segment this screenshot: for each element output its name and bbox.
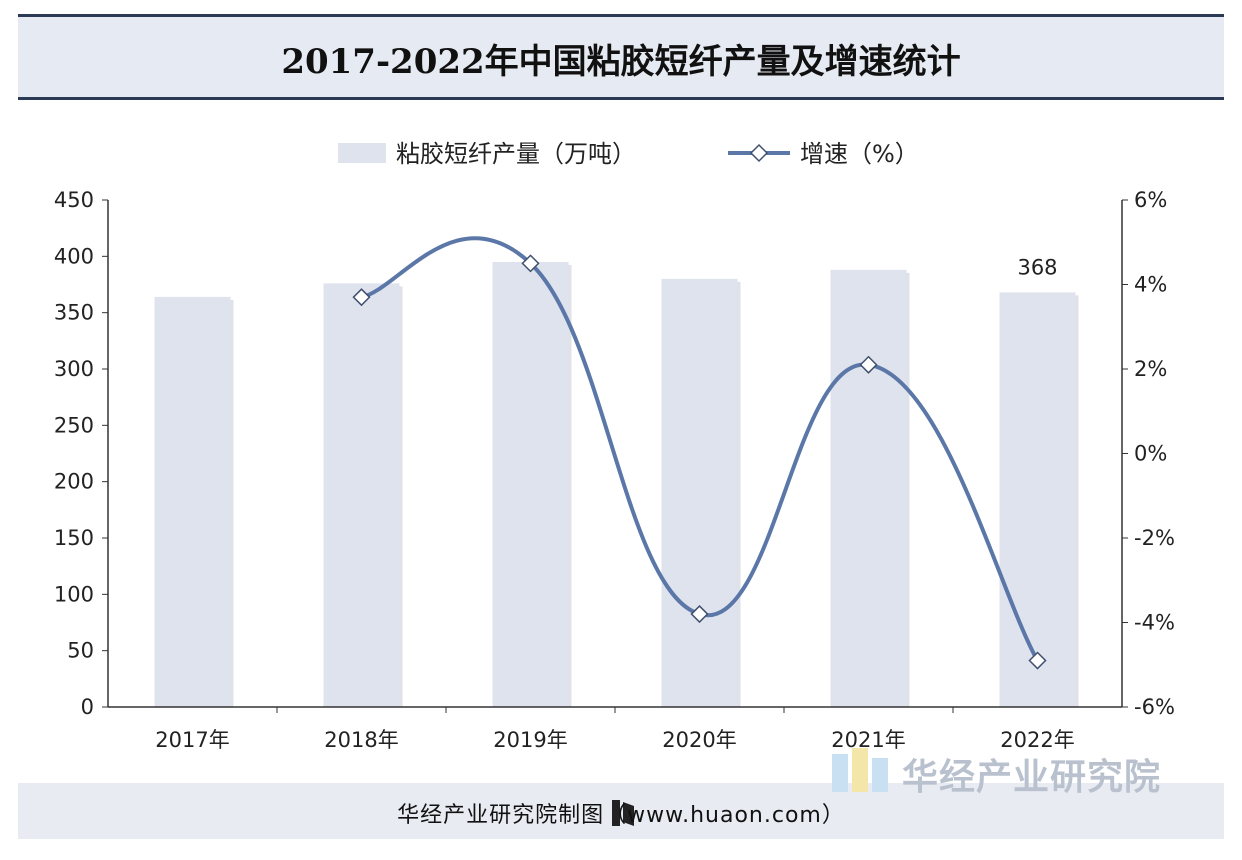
title-band [18,14,1224,100]
y-right-tick-label: -2% [1134,526,1175,550]
legend-label-growth: 增速（%） [800,140,919,168]
x-tick-label: 2018年 [324,728,398,752]
growth-point-marker [1028,651,1047,670]
y-left-tick-label: 100 [54,582,94,606]
growth-point-marker [352,288,371,307]
growth-point-marker [690,604,709,624]
footer-source: 华经产业研究院制图（www.huaon.com） [397,803,845,828]
y-right-tick-label: 2% [1134,357,1167,381]
x-tick-label: 2022年 [1000,728,1074,752]
y-left-tick-label: 450 [54,188,94,212]
legend-swatch-bar [338,143,386,163]
legend-marker-icon [749,143,769,163]
title-rule-bottom [18,97,1224,100]
data-label: 368 [1017,255,1057,279]
y-left-tick-label: 350 [54,301,94,325]
y-right-tick-label: -6% [1134,695,1175,719]
y-left-tick-label: 0 [81,695,94,719]
bar [999,292,1076,707]
bar [492,261,569,707]
y-left-tick-label: 400 [54,244,94,268]
brand-watermark-text: 华经产业研究院 [902,757,1162,798]
legend-label-production: 粘胶短纤产量（万吨） [396,140,636,168]
y-left-tick-label: 250 [54,413,94,437]
bar [323,283,400,707]
y-right-tick-label: -4% [1134,611,1175,635]
bar [154,296,231,707]
y-right-tick-label: 4% [1134,273,1167,297]
bar [830,269,907,707]
chart-title: 2017-2022年中国粘胶短纤产量及增速统计 [281,42,961,82]
y-left-tick-label: 300 [54,357,94,381]
y-left-tick-label: 150 [54,526,94,550]
footer-band [18,783,1224,839]
x-tick-label: 2017年 [155,728,229,752]
x-tick-label: 2021年 [831,728,905,752]
x-tick-label: 2019年 [493,728,567,752]
growth-line [360,236,1040,662]
y-right-tick-label: 6% [1134,188,1167,212]
y-left-tick-label: 200 [54,470,94,494]
brand-logo-icon [832,748,888,792]
y-right-tick-label: 0% [1134,442,1167,466]
bar [661,278,738,707]
growth-point-marker [859,355,878,374]
y-left-tick-label: 50 [67,639,94,663]
x-tick-label: 2020年 [662,728,736,752]
title-rule-top [18,14,1224,17]
growth-point-marker [521,254,540,273]
bookmark-icon [612,800,634,826]
